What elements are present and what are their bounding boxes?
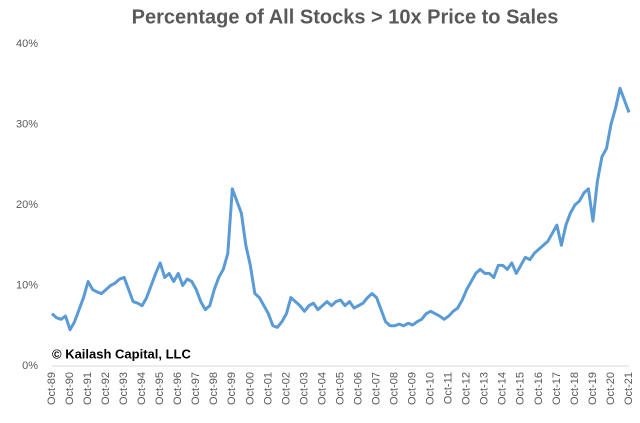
y-tick-label: 30% xyxy=(16,118,38,130)
x-tick-label: Oct-90 xyxy=(64,372,76,405)
x-tick-label: Oct-07 xyxy=(370,372,382,405)
y-tick-label: 20% xyxy=(16,199,38,211)
x-tick-label: Oct-15 xyxy=(515,372,527,405)
x-tick-label: Oct-10 xyxy=(425,372,437,405)
y-tick-label: 40% xyxy=(16,38,38,50)
x-tick-label: Oct-08 xyxy=(389,372,401,405)
x-tick-label: Oct-21 xyxy=(623,372,635,405)
x-tick-label: Oct-13 xyxy=(479,372,491,405)
x-tick-label: Oct-16 xyxy=(533,372,545,405)
x-tick-label: Oct-17 xyxy=(551,372,563,405)
x-tick-label: Oct-95 xyxy=(154,372,166,405)
x-tick-label: Oct-91 xyxy=(82,372,94,405)
y-tick-label: 0% xyxy=(22,360,38,372)
data-line xyxy=(51,86,631,332)
x-tick-label: Oct-18 xyxy=(569,372,581,405)
x-tick-label: Oct-00 xyxy=(244,372,256,405)
x-tick-label: Oct-01 xyxy=(262,372,274,405)
x-tick-label: Oct-19 xyxy=(587,372,599,405)
x-tick-label: Oct-96 xyxy=(172,372,184,405)
annotation: © Kailash Capital, LLC xyxy=(52,346,191,361)
x-tick-label: Oct-03 xyxy=(298,372,310,405)
x-tick-label: Oct-98 xyxy=(208,372,220,405)
x-tick-label: Oct-93 xyxy=(118,372,130,405)
x-tick-label: Oct-09 xyxy=(407,372,419,405)
x-tick-label: Oct-94 xyxy=(136,372,148,405)
x-tick-label: Oct-99 xyxy=(226,372,238,405)
x-tick-label: Oct-04 xyxy=(316,372,328,405)
x-tick-label: Oct-97 xyxy=(190,372,202,405)
x-tick-label: Oct-14 xyxy=(497,372,509,405)
x-tick-label: Oct-11 xyxy=(443,372,455,404)
x-tick-label: Oct-89 xyxy=(46,372,58,405)
x-tick-label: Oct-06 xyxy=(352,372,364,405)
x-tick-label: Oct-12 xyxy=(461,372,473,405)
chart-title: Percentage of All Stocks > 10x Price to … xyxy=(132,6,559,28)
x-tick-label: Oct-02 xyxy=(280,372,292,405)
x-tick-label: Oct-05 xyxy=(334,372,346,405)
y-tick-label: 10% xyxy=(16,279,38,291)
x-tick-label: Oct-20 xyxy=(605,372,617,405)
x-tick-label: Oct-92 xyxy=(100,372,112,405)
